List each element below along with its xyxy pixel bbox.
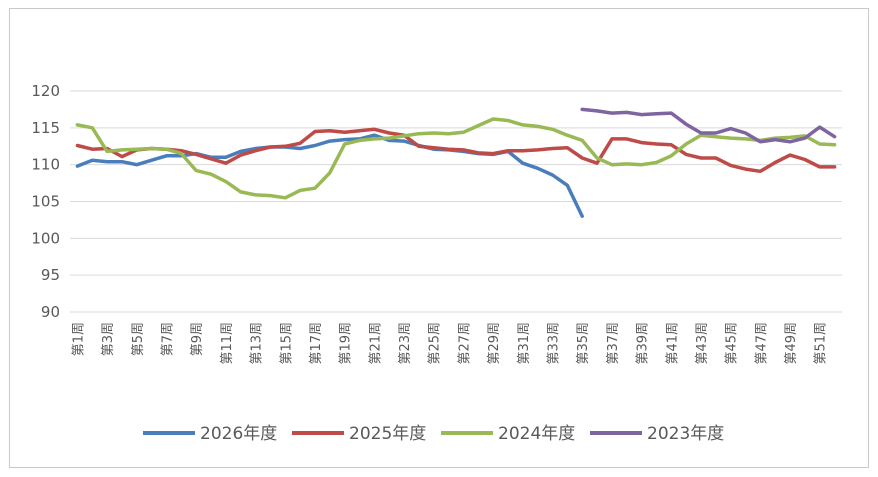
x-tick-label: 第25周	[428, 322, 443, 365]
x-tick-label: 第43周	[695, 322, 710, 365]
series-line-3	[580, 107, 837, 144]
legend-item: 2023年度	[590, 424, 724, 444]
x-tick-label: 第49周	[784, 322, 799, 365]
legend-label: 2024年度	[498, 424, 575, 444]
x-tick-label: 第31周	[517, 322, 532, 365]
x-tick-label: 第47周	[754, 322, 769, 365]
x-tick-label: 第11周	[220, 322, 235, 365]
x-tick-label: 第51周	[814, 322, 829, 365]
legend-label: 2023年度	[647, 424, 724, 444]
y-tick-label: 105	[31, 193, 60, 211]
x-tick-label: 第13周	[250, 322, 265, 365]
y-tick-label: 90	[41, 303, 60, 321]
grid-lines	[70, 90, 842, 313]
x-tick-label: 第23周	[398, 322, 413, 365]
legend-label: 2025年度	[349, 424, 426, 444]
legend-item: 2026年度	[143, 424, 277, 444]
legend-item: 2024年度	[441, 424, 575, 444]
legend: 2026年度 2025年度 2024年度 2023年度	[143, 424, 724, 444]
x-tick-label: 第5周	[131, 322, 146, 356]
x-tick-label: 第39周	[636, 322, 651, 365]
x-tick-label: 第15周	[279, 322, 294, 365]
x-tick-label: 第41周	[665, 322, 680, 365]
y-tick-label: 100	[31, 229, 60, 247]
x-tick-label: 第1周	[71, 322, 86, 356]
x-tick-label: 第9周	[190, 322, 205, 356]
y-axis: 90 95 100 105 110 115 120	[31, 82, 60, 321]
x-tick-label: 第19周	[339, 322, 354, 365]
x-tick-label: 第3周	[101, 322, 116, 356]
series-line-1	[75, 127, 837, 174]
x-tick-label: 第33周	[547, 322, 562, 365]
x-tick-label: 第29周	[487, 322, 502, 365]
x-tick-label: 第7周	[161, 322, 176, 356]
legend-label: 2026年度	[200, 424, 277, 444]
y-tick-label: 110	[31, 156, 60, 174]
x-tick-label: 第17周	[309, 322, 324, 365]
x-tick-label: 第21周	[368, 322, 383, 365]
y-tick-label: 115	[31, 119, 60, 137]
x-tick-label: 第37周	[606, 322, 621, 365]
series-lines	[75, 107, 837, 218]
y-tick-label: 95	[41, 266, 60, 284]
x-tick-label: 第27周	[457, 322, 472, 365]
x-tick-label: 第35周	[576, 322, 591, 365]
series-line-2	[75, 117, 837, 200]
y-tick-label: 120	[31, 82, 60, 100]
legend-item: 2025年度	[292, 424, 426, 444]
x-tick-label: 第45周	[725, 322, 740, 365]
x-axis: 第1周 第3周 第5周 第7周 第9周 第11周 第13周 第15周 第17周 第19周 第21周第…	[71, 322, 828, 365]
